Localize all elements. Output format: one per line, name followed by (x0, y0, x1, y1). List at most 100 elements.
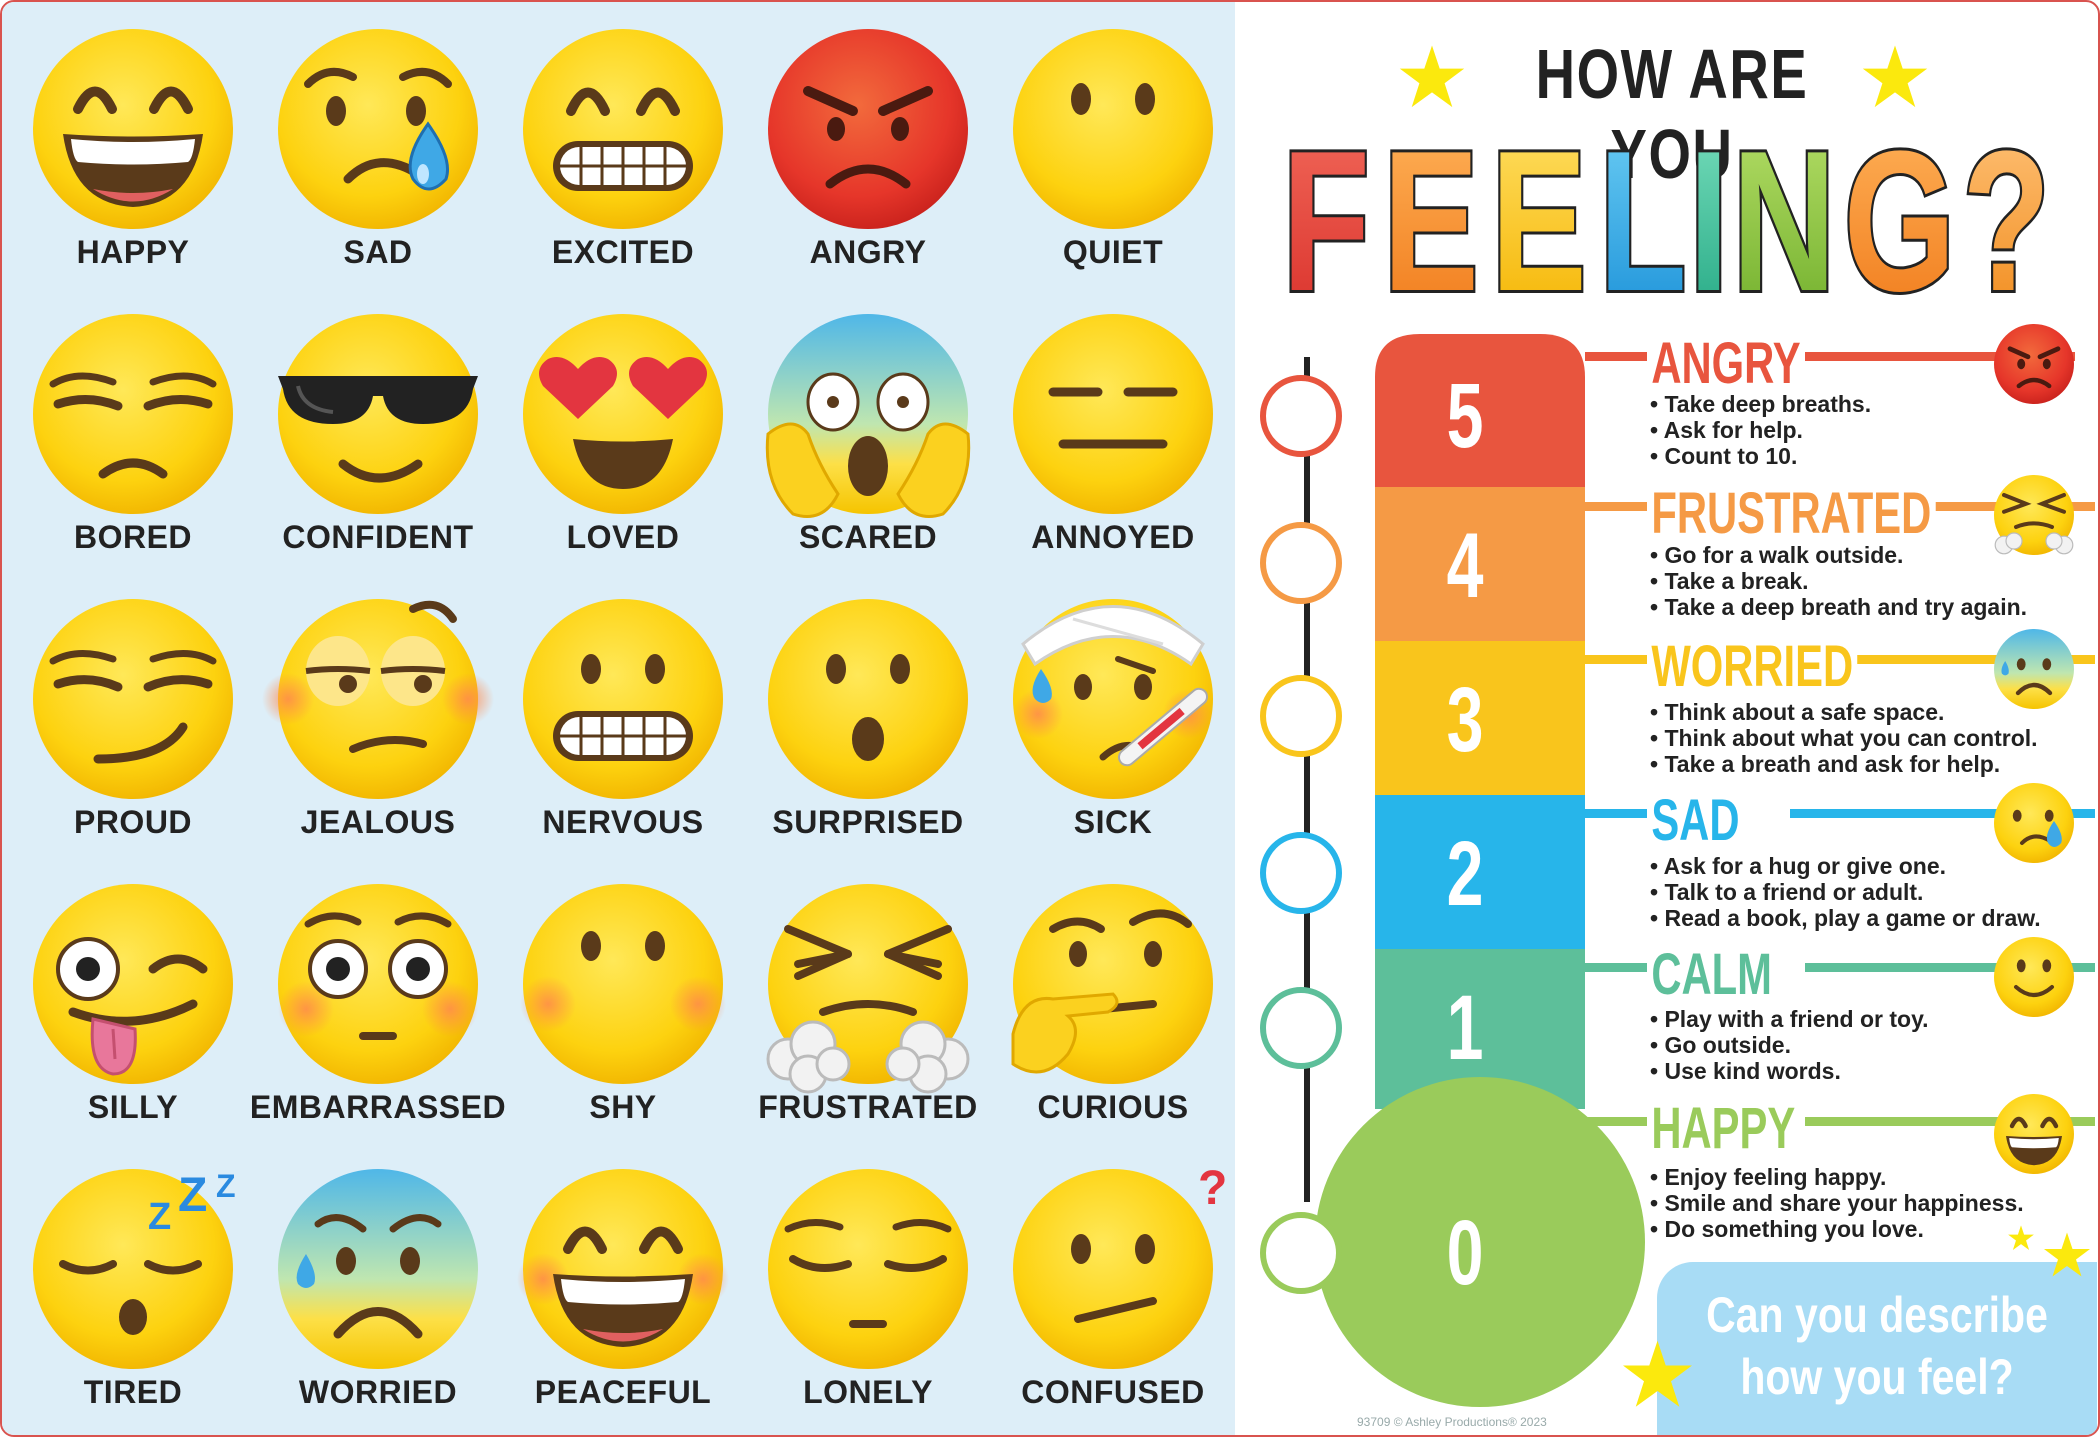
level-1-marker[interactable] (1260, 987, 1342, 1069)
star-icon (1399, 45, 1465, 108)
bandaged-thermometer-face-icon (1013, 599, 1213, 799)
emotion-label: NERVOUS (542, 804, 704, 840)
emotion-label: PROUD (73, 804, 193, 840)
emotion-label: JEALOUS (300, 804, 456, 840)
tip-item: Take a breath and ask for help. (1650, 751, 2038, 777)
title-letter: ? (1962, 110, 2050, 310)
level-0-marker[interactable] (1260, 1212, 1342, 1294)
tip-item: Enjoy feeling happy. (1650, 1164, 2024, 1190)
emotion-label: PEACEFUL (534, 1374, 712, 1410)
tip-item: Read a book, play a game or draw. (1650, 905, 2040, 931)
emotion-card-shy: SHY (500, 857, 746, 1142)
title-letter: F (1282, 110, 1370, 310)
no-mouth-face-icon (1013, 29, 1213, 229)
star-icon (2008, 1225, 2034, 1251)
svg-text:Z: Z (148, 1196, 171, 1238)
anxious-sweat-face-icon (278, 1169, 478, 1369)
svg-text:?: ? (1198, 1162, 1227, 1215)
smirking-face-icon (33, 599, 233, 799)
emotion-label: EMBARRASSED (249, 1089, 507, 1125)
emotion-card-embarrassed: EMBARRASSED (250, 857, 506, 1142)
level-3-number: 3 (1446, 669, 1484, 771)
happy-face-icon (1994, 1094, 2074, 1174)
sad-face-icon (1994, 783, 2074, 863)
title-line-1: HOW ARE YOU (1535, 35, 1809, 193)
title-letter: L (1599, 110, 1687, 310)
emotion-card-peaceful: PEACEFUL (500, 1142, 746, 1427)
smiling-eyes-face-icon (517, 1169, 729, 1369)
emotion-card-confused: ? CONFUSED (990, 1142, 1236, 1427)
level-3-marker[interactable] (1260, 675, 1342, 757)
level-3-name: WORRIED (1647, 638, 1858, 696)
blushing-face-icon (520, 884, 726, 1084)
level-2-tips: Ask for a hug or give one. Talk to a fri… (1650, 853, 2041, 931)
expressionless-face-icon (1013, 314, 1213, 514)
level-3-tips: Think about a safe space. Think about wh… (1650, 699, 2038, 777)
tip-item: Talk to a friend or adult. (1650, 879, 2041, 905)
eye-roll-face-icon (262, 599, 494, 799)
level-5-number: 5 (1446, 365, 1484, 467)
emotion-label: SAD (343, 234, 413, 270)
unamused-face-icon (33, 314, 233, 514)
level-1-number: 1 (1446, 977, 1484, 1079)
level-5-marker[interactable] (1260, 375, 1342, 457)
title-letter: E (1383, 110, 1479, 310)
level-4-band (1375, 487, 1585, 641)
emotion-card-angry: ANGRY (745, 2, 991, 287)
level-5-tips: Take deep breaths. Ask for help. Count t… (1650, 391, 1872, 469)
describe-feeling-callout: Can you describe how you feel? (1657, 1262, 2097, 1435)
emotion-card-proud: PROUD (10, 572, 256, 857)
level-4-tips: Go for a walk outside. Take a break. Tak… (1650, 542, 2027, 620)
tip-item: Ask for a hug or give one. (1650, 853, 2041, 879)
emotion-card-worried: WORRIED (255, 1142, 501, 1427)
level-0-number: 0 (1446, 1202, 1484, 1304)
tip-item: Do something you love. (1650, 1216, 2024, 1242)
prompt-line-1: Can you describe (1706, 1287, 2048, 1343)
confused-question-face-icon: ? (1013, 1162, 1227, 1369)
emotion-label: ANNOYED (1031, 519, 1195, 555)
star-icon (1623, 1340, 1692, 1407)
emotion-label: SICK (1073, 804, 1153, 840)
emotion-label: EXCITED (551, 234, 695, 270)
emotion-card-sick: SICK (990, 572, 1236, 857)
grimacing-smile-face-icon (523, 29, 723, 229)
emotion-label: FRUSTRATED (758, 1089, 978, 1125)
title-line-2: F E E L I N G ? (1282, 110, 2053, 310)
level-4-marker[interactable] (1260, 522, 1342, 604)
describe-feeling-text: Can you describe how you feel? (1697, 1284, 2058, 1408)
emotion-grid-panel: HAPPY SAD (2, 2, 1235, 1435)
level-2-band (1375, 795, 1585, 949)
level-5-band (1375, 334, 1585, 487)
emotion-label: CONFIDENT (282, 519, 474, 555)
emotion-label: SHY (589, 1089, 657, 1125)
emotion-card-tired: Z Z Z TIRED (10, 1142, 256, 1427)
sunglasses-face-icon (278, 314, 478, 514)
level-0-name: HAPPY (1647, 1100, 1800, 1158)
level-1-name: CALM (1647, 946, 1777, 1004)
prompt-line-2: how you feel? (1740, 1349, 2014, 1405)
level-1-tips: Play with a friend or toy. Go outside. U… (1650, 1006, 1928, 1084)
screaming-face-icon (765, 314, 971, 518)
emotion-card-bored: BORED (10, 287, 256, 572)
calm-face-icon (1994, 937, 2074, 1017)
level-0-bulb (1315, 1077, 1645, 1407)
frustrated-face-icon (1994, 475, 2074, 555)
grimacing-face-icon (523, 599, 723, 799)
level-2-number: 2 (1446, 823, 1484, 925)
emotion-card-annoyed: ANNOYED (990, 287, 1236, 572)
emotion-card-happy: HAPPY (10, 2, 256, 287)
tip-item: Play with a friend or toy. (1650, 1006, 1928, 1032)
hushed-face-icon (768, 599, 968, 799)
level-2-marker[interactable] (1260, 832, 1342, 914)
emotion-card-excited: EXCITED (500, 2, 746, 287)
emotion-label: SILLY (87, 1089, 179, 1125)
sleeping-face-icon: Z Z Z (33, 1168, 236, 1369)
emotion-card-jealous: JEALOUS (255, 572, 501, 857)
level-4-number: 4 (1446, 515, 1484, 617)
flushed-face-icon (278, 884, 478, 1084)
pensive-face-icon (768, 1169, 968, 1369)
feeling-thermometer (1304, 334, 2095, 1407)
emotion-card-surprised: SURPRISED (745, 572, 991, 857)
steam-nose-face-icon (766, 884, 970, 1094)
tip-item: Go for a walk outside. (1650, 542, 2027, 568)
